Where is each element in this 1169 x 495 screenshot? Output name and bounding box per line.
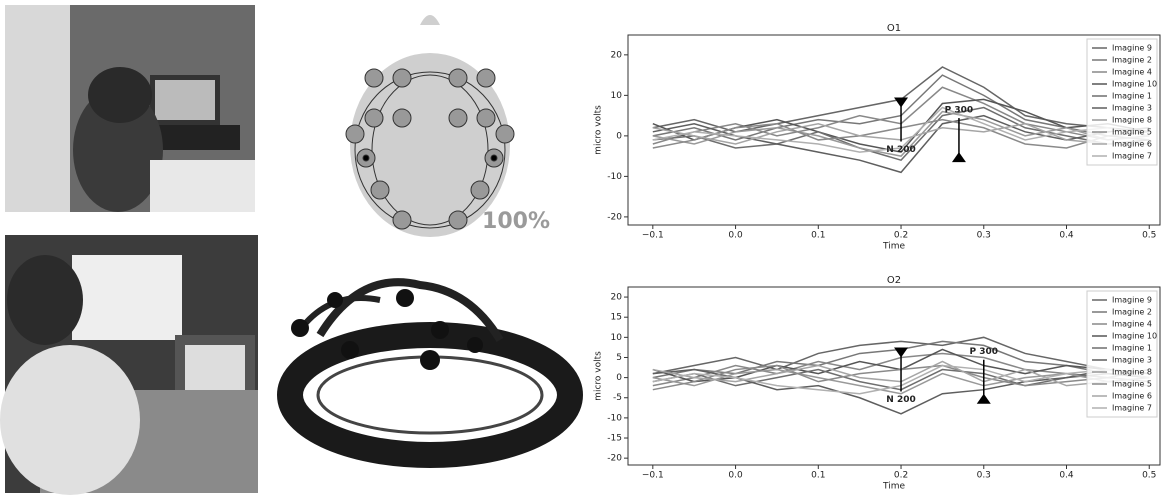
x-tick-label: 0.3	[977, 471, 991, 481]
y-tick-label: -15	[607, 434, 622, 444]
legend-label: Imagine 10	[1112, 332, 1157, 341]
y-tick-label: -10	[607, 413, 622, 423]
legend-label: Imagine 1	[1112, 92, 1152, 101]
photo-top	[5, 5, 255, 212]
head-diagram-label: 100%	[482, 209, 550, 234]
head-diagram	[345, 15, 515, 237]
x-tick-label: 0.4	[1059, 471, 1074, 481]
annotation: P 300	[970, 347, 999, 357]
x-tick-label: 0.2	[894, 471, 908, 481]
annotation: P 300	[945, 106, 974, 116]
x-axis-label: Time	[882, 482, 905, 492]
x-tick-label: −0.1	[642, 231, 664, 241]
y-tick-label: 10	[611, 91, 623, 101]
legend-label: Imagine 5	[1112, 128, 1152, 137]
series-line	[652, 106, 1150, 153]
legend-label: Imagine 7	[1112, 152, 1152, 161]
y-tick-label: 20	[611, 293, 623, 303]
y-tick-label: -20	[607, 212, 622, 222]
x-tick-label: 0.2	[894, 231, 908, 241]
y-tick-label: 0	[616, 373, 622, 383]
x-tick-label: 0.5	[1142, 231, 1156, 241]
x-tick-label: 0.0	[728, 231, 743, 241]
legend-label: Imagine 3	[1112, 104, 1152, 113]
legend-label: Imagine 7	[1112, 404, 1152, 413]
series-line	[652, 106, 1150, 162]
annotation-arrowhead	[951, 152, 966, 163]
photo-bottom	[0, 235, 258, 495]
x-tick-label: 0.1	[811, 471, 825, 481]
annotation: N 200	[886, 395, 915, 405]
x-axis-label: Time	[882, 242, 905, 252]
y-tick-label: -10	[607, 172, 622, 182]
legend-label: Imagine 4	[1112, 320, 1152, 329]
x-tick-label: 0.3	[977, 231, 991, 241]
y-tick-label: -5	[613, 393, 622, 403]
series-line	[652, 110, 1150, 157]
x-tick-label: 0.0	[728, 471, 743, 481]
legend-label: Imagine 10	[1112, 80, 1157, 89]
legend-label: Imagine 6	[1112, 140, 1152, 149]
y-tick-label: -20	[607, 454, 622, 464]
annotation-arrowhead	[894, 347, 909, 358]
legend-label: Imagine 9	[1112, 44, 1152, 53]
legend-label: Imagine 4	[1112, 68, 1152, 77]
legend-label: Imagine 2	[1112, 308, 1152, 317]
annotation: N 200	[886, 145, 915, 155]
headset	[277, 278, 583, 468]
y-tick-label: 10	[611, 333, 623, 343]
x-tick-label: 0.1	[811, 231, 825, 241]
legend-label: Imagine 8	[1112, 116, 1152, 125]
chart-title: O1	[887, 23, 901, 34]
legend-label: Imagine 2	[1112, 56, 1152, 65]
y-axis-label: micro volts	[594, 351, 604, 401]
annotation-arrowhead	[894, 97, 909, 108]
y-tick-label: 15	[611, 313, 622, 323]
chart-title: O2	[887, 275, 901, 286]
legend-label: Imagine 3	[1112, 356, 1152, 365]
y-tick-label: 0	[616, 131, 622, 141]
x-tick-label: 0.4	[1059, 231, 1074, 241]
legend-label: Imagine 8	[1112, 368, 1152, 377]
legend-label: Imagine 9	[1112, 296, 1152, 305]
legend-label: Imagine 6	[1112, 392, 1152, 401]
y-tick-label: 5	[616, 353, 622, 363]
y-axis-label: micro volts	[594, 105, 604, 155]
legend-label: Imagine 1	[1112, 344, 1152, 353]
x-tick-label: −0.1	[642, 471, 664, 481]
legend-label: Imagine 5	[1112, 380, 1152, 389]
annotation-arrowhead	[976, 393, 991, 404]
series-line	[652, 336, 1150, 375]
y-tick-label: 20	[611, 50, 623, 60]
x-tick-label: 0.5	[1142, 471, 1156, 481]
